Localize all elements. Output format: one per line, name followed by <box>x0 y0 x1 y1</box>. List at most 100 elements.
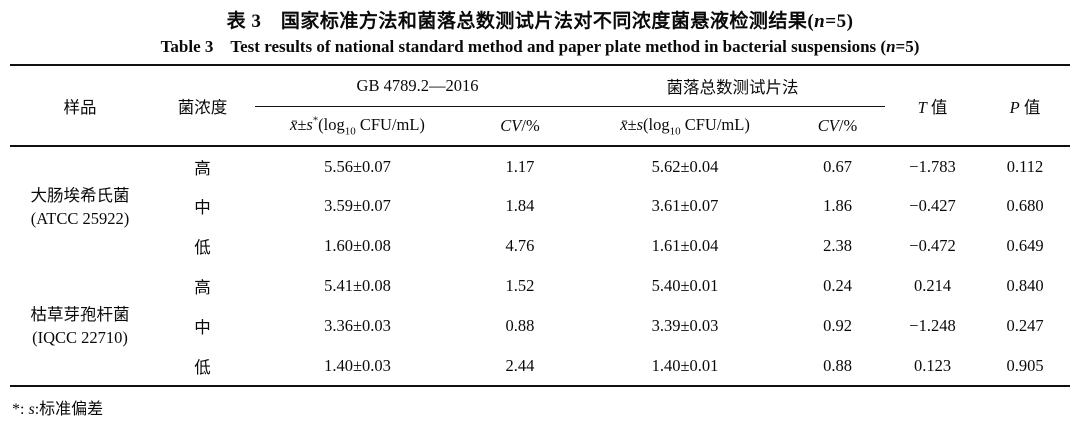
p-value-cell: 0.247 <box>1006 316 1044 335</box>
mean-pp-symbol: x̄±s <box>620 114 643 134</box>
t-value-cell: −1.783 <box>909 156 956 176</box>
mean-gb-log: (log <box>318 114 345 134</box>
p-value-cell: 0.840 <box>1006 276 1044 295</box>
table-row: 低 1.40±0.03 2.44 1.40±0.01 0.88 0.123 0.… <box>10 346 1070 386</box>
table-row: 中 3.59±0.07 1.84 3.61±0.07 1.86 −0.427 0… <box>10 186 1070 226</box>
sample-strain-code: (ATCC 25922) <box>30 208 130 228</box>
sample-cell-bsubtilis: 枯草芽孢杆菌 (IQCC 22710) <box>10 266 150 386</box>
pp-cv-cell: 1.86 <box>823 196 852 215</box>
table-title-en-n: n <box>886 37 896 56</box>
concentration-cell: 低 <box>194 238 211 257</box>
t-value-cell: 0.123 <box>913 355 952 375</box>
t-value-cell: −0.427 <box>909 196 956 215</box>
table-title-en: Table 3 Test results of national standar… <box>0 34 1080 59</box>
pp-mean-cell: 5.40±0.01 <box>651 276 719 295</box>
table-title-zh: 表 3 国家标准方法和菌落总数测试片法对不同浓度菌悬液检测结果(n=5) <box>0 9 1080 34</box>
table-row: 低 1.60±0.08 4.76 1.61±0.04 2.38 −0.472 0… <box>10 226 1070 266</box>
mean-gb-symbol: x̄±s <box>290 114 313 134</box>
header-sample: 样品 <box>63 97 97 117</box>
mean-pp-log: (log <box>643 114 670 134</box>
table-titles: 表 3 国家标准方法和菌落总数测试片法对不同浓度菌悬液检测结果(n=5) Tab… <box>0 0 1080 59</box>
cv-gb-symbol: CV <box>500 115 522 135</box>
cv-gb-unit: /% <box>521 115 540 135</box>
concentration-cell: 高 <box>194 158 211 178</box>
gb-mean-cell: 3.59±0.07 <box>324 196 391 215</box>
footnote-s-symbol: s <box>28 401 35 418</box>
p-symbol: P <box>1009 97 1020 117</box>
gb-cv-cell: 2.44 <box>505 355 535 375</box>
header-concentration: 菌浓度 <box>177 97 228 117</box>
pp-cv-cell: 0.67 <box>823 156 852 176</box>
pp-mean-cell: 3.39±0.03 <box>651 316 719 335</box>
gb-mean-cell: 3.36±0.03 <box>324 316 391 335</box>
table-title-zh-text: 表 3 国家标准方法和菌落总数测试片法对不同浓度菌悬液检测结果( <box>226 11 815 32</box>
header-t-value: T 值 <box>885 65 980 146</box>
header-cv-pp: CV/% <box>790 106 885 146</box>
table-row: 枯草芽孢杆菌 (IQCC 22710) 高 5.41±0.08 1.52 5.40… <box>10 266 1070 347</box>
pp-mean-cell: 5.62±0.04 <box>651 156 719 176</box>
concentration-cell: 中 <box>194 318 211 337</box>
table-title-en-text: Table 3 Test results of national standar… <box>160 37 887 56</box>
table-title-en-suffix: =5) <box>895 37 920 56</box>
pp-mean-cell: 1.40±0.01 <box>651 355 719 375</box>
header-p-value: P 值 <box>980 65 1070 146</box>
concentration-cell: 低 <box>194 357 211 377</box>
p-value-cell: 0.680 <box>1006 196 1044 215</box>
footnote-asterisk: *: <box>12 401 29 418</box>
asterisk-superscript: * <box>312 115 319 127</box>
results-table: 样品 菌浓度 GB 4789.2—2016 菌落总数测试片法 T 值 P 值 x… <box>9 64 1070 387</box>
table-body: 大肠埃希氏菌 (ATCC 25922) 高 5.56±0.07 1.17 5.62… <box>10 146 1070 386</box>
p-value-cell: 0.905 <box>1006 355 1044 375</box>
t-value-cell: −1.248 <box>909 316 956 335</box>
table-title-zh-n: n <box>814 11 826 32</box>
gb-cv-cell: 1.84 <box>505 196 535 215</box>
t-symbol: T <box>917 97 927 117</box>
p-label: 值 <box>1019 97 1041 117</box>
p-value-cell: 0.112 <box>1006 156 1044 176</box>
pp-cv-cell: 0.92 <box>823 316 852 335</box>
sample-name: 枯草芽孢杆菌 <box>30 304 130 324</box>
header-mean-pp: x̄±s(log10 CFU/mL) <box>580 106 790 146</box>
mean-pp-unit: CFU/mL) <box>680 114 750 134</box>
gb-mean-cell: 1.60±0.08 <box>324 236 391 255</box>
gb-cv-cell: 1.52 <box>505 276 535 295</box>
pp-cv-cell: 0.24 <box>823 276 852 295</box>
pp-mean-cell: 1.61±0.04 <box>651 236 719 255</box>
sample-cell-ecoli: 大肠埃希氏菌 (ATCC 25922) <box>10 146 150 266</box>
gb-cv-cell: 1.17 <box>505 156 535 176</box>
header-group-gb-method: GB 4789.2—2016 <box>254 65 580 107</box>
header-row-groups: 样品 菌浓度 GB 4789.2—2016 菌落总数测试片法 T 值 P 值 <box>10 65 1070 117</box>
footnote: *: s:标准偏差 <box>12 395 1080 419</box>
cv-pp-unit: /% <box>838 115 858 135</box>
cv-pp-symbol: CV <box>817 115 839 135</box>
sample-strain-code: (IQCC 22710) <box>32 327 128 347</box>
header-cv-gb: CV/% <box>460 106 580 146</box>
pp-cv-cell: 0.88 <box>823 355 852 375</box>
mean-gb-unit: CFU/mL) <box>355 114 425 134</box>
log-base-subscript: 10 <box>344 124 356 137</box>
header-mean-gb: x̄±s*(log10 CFU/mL) <box>255 106 460 146</box>
log-base-subscript: 10 <box>669 124 681 137</box>
pp-cv-cell: 2.38 <box>823 236 852 255</box>
table-row: 中 3.36±0.03 0.88 3.39±0.03 0.92 −1.248 0… <box>10 306 1070 346</box>
p-value-cell: 0.649 <box>1006 236 1044 255</box>
gb-mean-cell: 5.41±0.08 <box>324 276 391 295</box>
header-group-paper-plate-method: 菌落总数测试片法 <box>580 65 885 107</box>
gb-mean-cell: 1.40±0.03 <box>324 355 391 375</box>
header-row-measures: x̄±s*(log10 CFU/mL) CV/% x̄±s(log10 CFU/… <box>10 106 1070 146</box>
pp-mean-cell: 3.61±0.07 <box>651 196 719 215</box>
t-label: 值 <box>926 97 948 117</box>
footnote-text: :标准偏差 <box>34 401 104 418</box>
table-row: 大肠埃希氏菌 (ATCC 25922) 高 5.56±0.07 1.17 5.62… <box>10 146 1070 228</box>
t-value-cell: −0.472 <box>909 236 956 255</box>
table-title-zh-suffix: =5) <box>825 11 854 32</box>
table-head: 样品 菌浓度 GB 4789.2—2016 菌落总数测试片法 T 值 P 值 x… <box>9 65 1070 146</box>
sample-name: 大肠埃希氏菌 <box>30 185 130 205</box>
concentration-cell: 中 <box>194 198 211 217</box>
t-value-cell: 0.214 <box>913 276 952 295</box>
concentration-cell: 高 <box>194 278 211 297</box>
gb-mean-cell: 5.56±0.07 <box>324 156 391 176</box>
gb-cv-cell: 4.76 <box>505 236 535 255</box>
gb-cv-cell: 0.88 <box>505 316 535 335</box>
